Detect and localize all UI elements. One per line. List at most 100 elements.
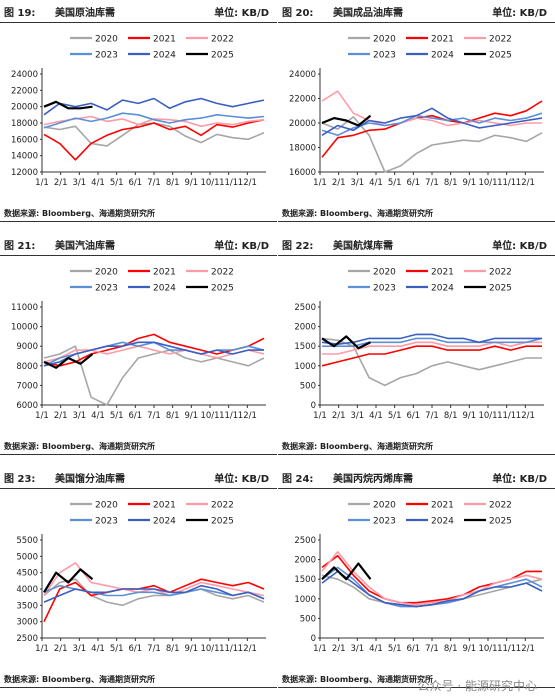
x-tick-label: 5/1 bbox=[110, 411, 124, 421]
legend-item-2025: 2025 bbox=[186, 51, 234, 61]
y-tick-label: 9000 bbox=[16, 342, 38, 352]
x-tick-label: 8/1 bbox=[444, 644, 458, 654]
x-tick-label: 12/1 bbox=[516, 644, 535, 654]
x-tick-label: 8/1 bbox=[444, 178, 458, 188]
svg-text:2025: 2025 bbox=[489, 517, 512, 527]
svg-text:2025: 2025 bbox=[489, 51, 512, 61]
svg-text:2021: 2021 bbox=[153, 268, 176, 278]
series-line-2024 bbox=[321, 570, 543, 608]
panel-header: 图 20: 美国成品油库需 单位: KB/D bbox=[278, 0, 555, 23]
x-tick-label: 9/1 bbox=[462, 644, 476, 654]
svg-text:2025: 2025 bbox=[211, 51, 234, 61]
series-line-2021 bbox=[321, 100, 543, 158]
svg-text:2021: 2021 bbox=[431, 268, 454, 278]
x-tick-label: 3/1 bbox=[72, 178, 86, 188]
source-note: 数据来源: Bloomberg、海通期货研究所 bbox=[282, 209, 433, 218]
series-line-2024 bbox=[43, 584, 265, 603]
svg-text:2023: 2023 bbox=[95, 284, 118, 294]
svg-text:2024: 2024 bbox=[153, 517, 176, 527]
legend-item-2022: 2022 bbox=[464, 268, 512, 278]
y-tick-label: 20000 bbox=[289, 119, 316, 129]
legend-item-2024: 2024 bbox=[406, 284, 454, 294]
legend-item-2023: 2023 bbox=[70, 51, 118, 61]
legend-item-2021: 2021 bbox=[128, 268, 176, 278]
svg-text:2020: 2020 bbox=[95, 501, 118, 511]
svg-text:2024: 2024 bbox=[153, 284, 176, 294]
x-tick-label: 8/1 bbox=[444, 411, 458, 421]
x-tick-label: 7/1 bbox=[425, 411, 439, 421]
legend-item-2021: 2021 bbox=[128, 35, 176, 45]
y-tick-label: 2000 bbox=[294, 556, 316, 566]
x-tick-label: 2/1 bbox=[54, 178, 68, 188]
unit-label: 单位: KB/D bbox=[214, 474, 269, 485]
y-tick-label: 3000 bbox=[16, 618, 38, 628]
y-tick-label: 4500 bbox=[16, 569, 38, 579]
series-line-2024 bbox=[321, 107, 543, 136]
chart-title: 美国航煤库需 bbox=[333, 241, 393, 252]
x-tick-label: 10/1 bbox=[478, 178, 497, 188]
x-tick-label: 11/1 bbox=[497, 178, 516, 188]
legend-item-2023: 2023 bbox=[348, 51, 396, 61]
svg-text:2025: 2025 bbox=[211, 517, 234, 527]
y-tick-label: 0 bbox=[311, 634, 316, 644]
panel-5: 图 23: 美国馏分油库需 单位: KB/D 2020 2021 2022 2023 2… bbox=[0, 466, 277, 698]
line-chart: 2020 2021 2022 2023 2024 2025 6000 7000 8000 9000… bbox=[11, 268, 266, 421]
source-note: 数据来源: Bloomberg、海通期货研究所 bbox=[282, 442, 433, 451]
svg-text:2021: 2021 bbox=[431, 35, 454, 45]
series-line-2020 bbox=[321, 116, 543, 173]
series-line-2025 bbox=[321, 562, 372, 581]
legend-item-2022: 2022 bbox=[464, 35, 512, 45]
panel-3: 图 21: 美国汽油库需 单位: KB/D 2020 2021 2022 2023 20… bbox=[0, 233, 277, 465]
x-tick-label: 2/1 bbox=[54, 411, 68, 421]
figure-number: 图 20: bbox=[282, 8, 314, 19]
series-line-2024 bbox=[321, 333, 542, 345]
line-chart: 2020 2021 2022 2023 2024 2025 16000 18000 20000 2… bbox=[289, 35, 544, 188]
panel-header: 图 24: 美国丙烷丙烯库需 单位: KB/D bbox=[278, 466, 555, 489]
svg-text:2022: 2022 bbox=[211, 268, 234, 278]
chart-title: 美国丙烷丙烯库需 bbox=[333, 474, 413, 485]
legend-item-2023: 2023 bbox=[70, 284, 118, 294]
chart-title: 美国成品油库需 bbox=[333, 8, 403, 19]
legend-item-2022: 2022 bbox=[186, 35, 234, 45]
svg-text:2024: 2024 bbox=[431, 517, 454, 527]
series-line-2025 bbox=[43, 353, 94, 369]
x-tick-label: 4/1 bbox=[91, 644, 105, 654]
x-tick-label: 10/1 bbox=[200, 178, 219, 188]
y-tick-label: 500 bbox=[300, 614, 316, 624]
y-tick-label: 1000 bbox=[294, 362, 316, 372]
svg-text:2021: 2021 bbox=[431, 501, 454, 511]
legend-item-2025: 2025 bbox=[464, 284, 512, 294]
divider bbox=[0, 221, 277, 222]
legend-item-2024: 2024 bbox=[406, 517, 454, 527]
x-tick-label: 10/1 bbox=[478, 411, 497, 421]
series-line-2022 bbox=[43, 345, 265, 363]
y-tick-label: 6000 bbox=[16, 401, 38, 411]
y-tick-label: 1500 bbox=[294, 575, 316, 585]
y-tick-label: 18000 bbox=[11, 119, 38, 129]
y-tick-label: 7000 bbox=[16, 381, 38, 391]
panel-1: 图 19: 美国原油库需 单位: KB/D 2020 2021 2022 2023 20… bbox=[0, 0, 277, 232]
x-tick-label: 3/1 bbox=[72, 644, 86, 654]
y-tick-label: 2500 bbox=[294, 303, 316, 313]
x-tick-label: 9/1 bbox=[462, 178, 476, 188]
legend-item-2023: 2023 bbox=[348, 284, 396, 294]
divider bbox=[278, 221, 555, 222]
line-chart: 2020 2021 2022 2023 2024 2025 2500 3000 3500 4000… bbox=[16, 501, 266, 654]
x-tick-label: 6/1 bbox=[406, 644, 420, 654]
unit-label: 单位: KB/D bbox=[492, 8, 547, 19]
x-tick-label: 2/1 bbox=[332, 644, 346, 654]
y-tick-label: 18000 bbox=[289, 144, 316, 154]
legend-item-2025: 2025 bbox=[186, 517, 234, 527]
series-line-2022 bbox=[321, 550, 543, 606]
y-tick-label: 22000 bbox=[289, 95, 316, 105]
svg-text:2023: 2023 bbox=[95, 517, 118, 527]
y-tick-label: 24000 bbox=[289, 70, 316, 80]
svg-text:2020: 2020 bbox=[373, 501, 396, 511]
legend-item-2023: 2023 bbox=[70, 517, 118, 527]
x-tick-label: 12/1 bbox=[238, 178, 257, 188]
series-line-2022 bbox=[321, 90, 542, 127]
unit-label: 单位: KB/D bbox=[492, 241, 547, 252]
series-line-2021 bbox=[43, 333, 265, 367]
y-tick-label: 2500 bbox=[16, 634, 38, 644]
x-tick-label: 4/1 bbox=[91, 178, 105, 188]
